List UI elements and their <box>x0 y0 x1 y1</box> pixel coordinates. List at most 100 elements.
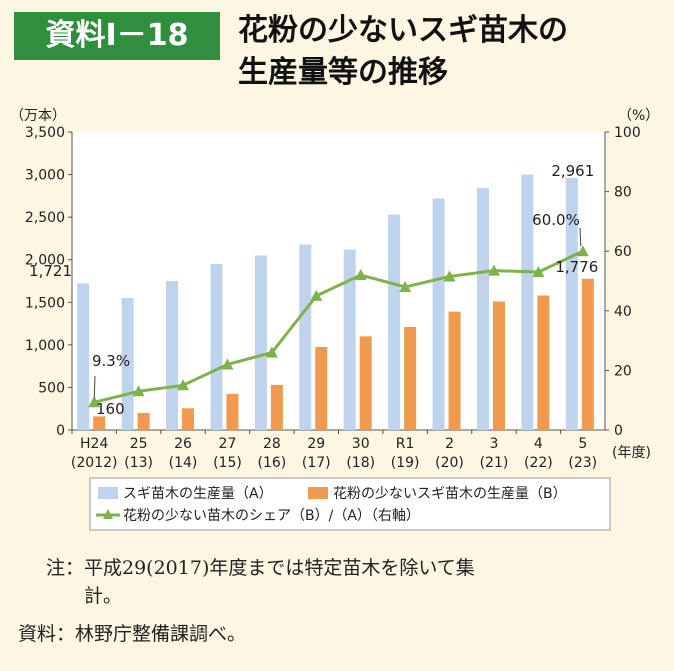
label-a-last: 2,961 <box>551 162 594 180</box>
x-tick-sublabel: (13) <box>124 455 153 471</box>
bar-low-pollen <box>93 416 106 430</box>
bar-low-pollen <box>537 295 550 430</box>
x-tick-label: 27 <box>219 436 237 452</box>
bar-low-pollen <box>137 412 150 430</box>
bar-low-pollen <box>448 311 461 430</box>
point-share <box>265 346 278 358</box>
bar-seedling-total <box>210 263 223 430</box>
bar-seedling-total <box>343 249 356 430</box>
x-tick-sublabel: (15) <box>213 455 242 471</box>
y-tick-label-right: 80 <box>614 185 632 201</box>
x-tick-sublabel: (19) <box>391 455 420 471</box>
x-tick-sublabel: (18) <box>346 455 375 471</box>
bar-seedling-total <box>388 214 401 430</box>
y-tick-label-left: 2,000 <box>25 253 65 269</box>
x-tick-sublabel: (21) <box>480 455 509 471</box>
point-share <box>310 289 323 301</box>
point-share <box>88 396 101 408</box>
x-tick-label: 29 <box>307 436 325 452</box>
x-tick-sublabel: (22) <box>524 455 553 471</box>
legend-box <box>89 477 611 531</box>
source-note: 資料：林野庁整備課調べ。 <box>18 623 247 645</box>
bar-low-pollen <box>492 301 505 430</box>
x-tick-label: 30 <box>352 436 370 452</box>
chart-title: 花粉の少ないスギ苗木の 生産量等の推移 <box>238 10 658 94</box>
bar-seedling-total <box>166 281 179 430</box>
x-tick-label: 26 <box>174 436 192 452</box>
figure-badge: 資料Ⅰ－18 <box>14 12 220 60</box>
legend-swatch-seedling-total <box>98 487 118 499</box>
bar-seedling-total <box>299 244 312 430</box>
legend-swatch-share-marker <box>103 509 113 519</box>
x-tick-sublabel: (20) <box>435 455 464 471</box>
point-share <box>532 266 545 278</box>
label-a-first: 1,721 <box>29 262 72 280</box>
legend-label-low-pollen: 花粉の少ないスギ苗木の生産量（B） <box>333 486 567 502</box>
bar-seedling-total <box>121 298 134 430</box>
x-tick-label: 4 <box>534 436 543 452</box>
legend-label-share: 花粉の少ない苗木のシェア（B）/（A）（右軸） <box>123 508 420 524</box>
bar-seedling-total <box>254 255 267 430</box>
x-tick-label: 28 <box>263 436 281 452</box>
plot-area <box>72 132 605 430</box>
bar-low-pollen <box>359 336 372 430</box>
chart-title-line1: 花粉の少ないスギ苗木の <box>238 13 568 48</box>
y-tick-label-right: 0 <box>614 423 623 439</box>
leader-share-last <box>579 227 582 247</box>
y-tick-label-right: 60 <box>614 244 632 260</box>
y-tick-label-right: 100 <box>614 125 641 141</box>
x-tick-label: 5 <box>578 436 587 452</box>
y-tick-label-right: 40 <box>614 304 632 320</box>
chart: 0 500 1,000 1,500 2,000 2,500 3,000 3,500 0 20 40 6… <box>10 108 659 531</box>
point-share <box>177 379 190 391</box>
x-tick-label: 2 <box>445 436 454 452</box>
legend-swatch-low-pollen <box>308 487 328 499</box>
point-share <box>354 269 367 281</box>
label-share-last: 60.0% <box>532 211 580 229</box>
bar-low-pollen <box>226 393 239 430</box>
x-axis-unit: (年度) <box>612 445 651 461</box>
bar-seedling-total <box>521 174 534 430</box>
bar-seedling-total <box>77 283 90 430</box>
chart-title-line2: 生産量等の推移 <box>238 55 448 90</box>
point-share <box>221 358 234 370</box>
y-tick-label-left: 1,000 <box>25 338 65 354</box>
label-share-first: 9.3% <box>92 352 130 370</box>
bar-low-pollen <box>315 346 328 430</box>
y-axis-unit-right: （%） <box>618 108 659 124</box>
point-share <box>132 385 145 397</box>
line-share <box>93 249 584 404</box>
x-tick-sublabel: (23) <box>568 455 597 471</box>
leader-share-first <box>93 375 96 399</box>
x-tick-sublabel: (17) <box>302 455 331 471</box>
y-tick-label-right: 20 <box>614 363 632 379</box>
point-share <box>487 264 500 276</box>
x-tick-sublabel: (16) <box>258 455 287 471</box>
bar-low-pollen <box>404 326 417 430</box>
x-tick-sublabel: (14) <box>169 455 198 471</box>
x-tick-label: R1 <box>396 436 415 452</box>
legend-label-seedling-total: スギ苗木の生産量（A） <box>123 486 273 502</box>
x-tick-sublabel: (2012) <box>71 455 118 471</box>
point-share <box>399 280 412 292</box>
bar-seedling-total <box>432 198 445 430</box>
note-line2: 計。 <box>84 585 123 607</box>
bar-low-pollen <box>581 278 594 430</box>
bar-low-pollen <box>270 384 283 430</box>
y-tick-label-left: 1,500 <box>25 295 65 311</box>
bar-seedling-total <box>476 188 489 430</box>
y-tick-label-left: 2,500 <box>25 210 65 226</box>
label-b-last: 1,776 <box>555 258 598 276</box>
y-tick-label-left: 500 <box>38 380 65 396</box>
point-share <box>443 270 456 282</box>
y-tick-label-left: 3,000 <box>25 168 65 184</box>
bar-seedling-total <box>565 177 578 430</box>
note-line1: 注：平成29(2017)年度までは特定苗木を除いて集 <box>46 557 475 579</box>
label-b-first: 160 <box>96 400 125 418</box>
x-tick-label: H24 <box>80 436 108 452</box>
y-axis-unit-left: （万本） <box>10 108 66 124</box>
point-share <box>576 245 589 257</box>
y-tick-label-left: 3,500 <box>25 125 65 141</box>
x-tick-label: 25 <box>130 436 148 452</box>
y-tick-label-left: 0 <box>56 423 65 439</box>
